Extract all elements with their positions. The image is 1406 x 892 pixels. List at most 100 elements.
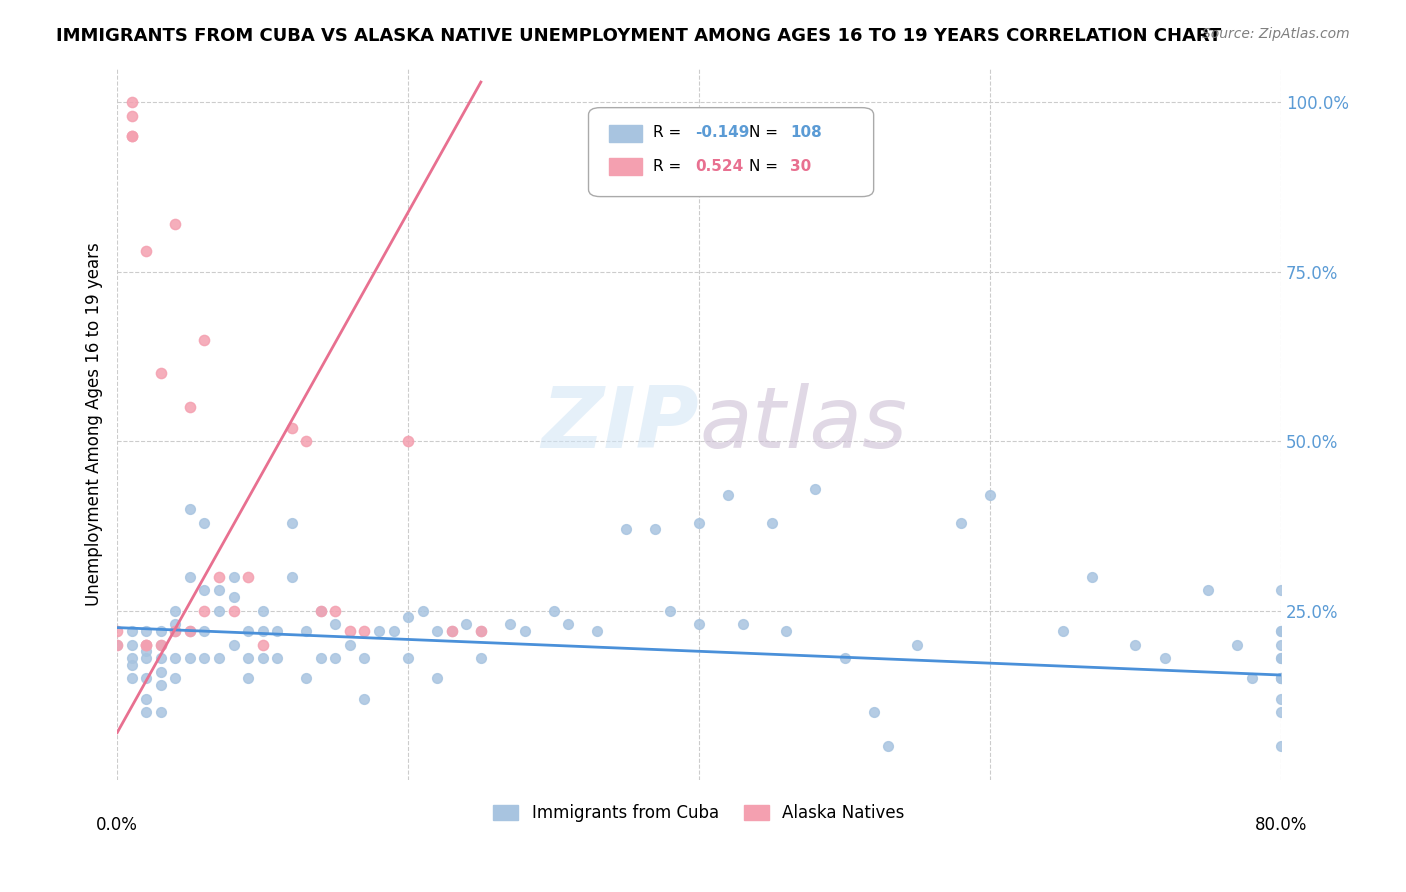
Point — [1270, 638, 1292, 652]
Point — [905, 638, 928, 652]
Point — [1226, 638, 1249, 652]
Point — [949, 516, 972, 530]
Point — [412, 604, 434, 618]
Point — [325, 651, 347, 665]
Point — [165, 617, 187, 632]
Point — [149, 367, 172, 381]
Point — [1270, 672, 1292, 686]
Point — [309, 651, 332, 665]
Point — [135, 624, 157, 638]
Point — [1270, 651, 1292, 665]
Point — [353, 651, 375, 665]
Point — [1081, 570, 1104, 584]
Point — [179, 401, 201, 415]
Point — [339, 638, 361, 652]
Text: -0.149: -0.149 — [696, 125, 749, 140]
Point — [193, 624, 215, 638]
Point — [426, 624, 449, 638]
Point — [382, 624, 405, 638]
Point — [1270, 672, 1292, 686]
Point — [1270, 624, 1292, 638]
Point — [353, 691, 375, 706]
Point — [266, 651, 288, 665]
Point — [353, 624, 375, 638]
Point — [165, 624, 187, 638]
Point — [339, 624, 361, 638]
Point — [1197, 583, 1219, 598]
Point — [149, 638, 172, 652]
Point — [688, 617, 710, 632]
Point — [688, 516, 710, 530]
Point — [121, 129, 143, 144]
Point — [644, 522, 666, 536]
Point — [193, 516, 215, 530]
Point — [208, 583, 231, 598]
Text: IMMIGRANTS FROM CUBA VS ALASKA NATIVE UNEMPLOYMENT AMONG AGES 16 TO 19 YEARS COR: IMMIGRANTS FROM CUBA VS ALASKA NATIVE UN… — [56, 27, 1222, 45]
Point — [1270, 706, 1292, 720]
Point — [179, 570, 201, 584]
Point — [775, 624, 797, 638]
Point — [252, 624, 274, 638]
Point — [135, 644, 157, 658]
Text: N =: N = — [749, 159, 783, 174]
Text: R =: R = — [652, 159, 686, 174]
Point — [121, 672, 143, 686]
Point — [165, 218, 187, 232]
Point — [309, 604, 332, 618]
Point — [121, 129, 143, 144]
Point — [325, 617, 347, 632]
Point — [121, 657, 143, 672]
Point — [1270, 624, 1292, 638]
Point — [252, 604, 274, 618]
Point — [979, 488, 1001, 502]
Point — [149, 624, 172, 638]
Point — [105, 638, 128, 652]
Point — [834, 651, 856, 665]
FancyBboxPatch shape — [589, 108, 873, 196]
Y-axis label: Unemployment Among Ages 16 to 19 years: Unemployment Among Ages 16 to 19 years — [86, 243, 103, 607]
Point — [208, 604, 231, 618]
Point — [236, 651, 259, 665]
Point — [659, 604, 682, 618]
Point — [135, 651, 157, 665]
Point — [121, 638, 143, 652]
Point — [236, 624, 259, 638]
Point — [236, 570, 259, 584]
Text: ZIP: ZIP — [541, 383, 699, 466]
Bar — [609, 158, 643, 175]
Text: N =: N = — [749, 125, 783, 140]
Point — [325, 604, 347, 618]
Point — [396, 610, 419, 624]
Point — [1153, 651, 1175, 665]
Point — [877, 739, 900, 754]
Point — [717, 488, 740, 502]
Point — [105, 624, 128, 638]
Point — [121, 651, 143, 665]
Point — [295, 624, 318, 638]
Point — [1270, 583, 1292, 598]
Point — [614, 522, 637, 536]
Point — [121, 109, 143, 123]
Point — [208, 570, 231, 584]
Point — [193, 583, 215, 598]
Point — [236, 672, 259, 686]
Point — [193, 651, 215, 665]
Point — [135, 672, 157, 686]
Point — [470, 624, 492, 638]
Point — [165, 651, 187, 665]
Text: 0.0%: 0.0% — [96, 815, 138, 834]
Point — [222, 604, 245, 618]
Point — [396, 434, 419, 449]
Point — [470, 624, 492, 638]
Bar — [609, 125, 643, 142]
Point — [252, 651, 274, 665]
Point — [222, 638, 245, 652]
Point — [543, 604, 565, 618]
Point — [456, 617, 478, 632]
Point — [1125, 638, 1147, 652]
Point — [470, 651, 492, 665]
Point — [179, 624, 201, 638]
Point — [368, 624, 391, 638]
Point — [135, 691, 157, 706]
Point — [165, 604, 187, 618]
